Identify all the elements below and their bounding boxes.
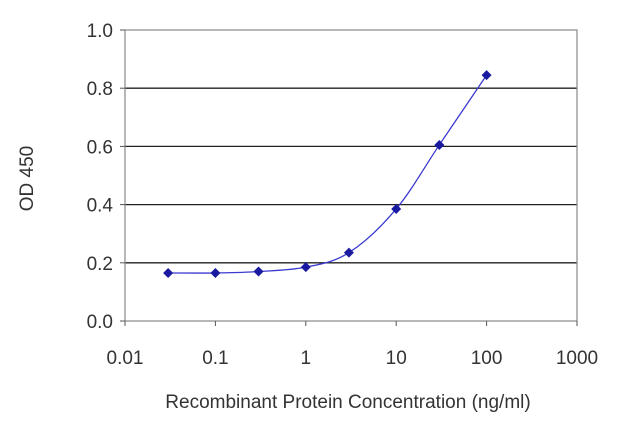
y-tick-label: 0.0 bbox=[87, 312, 113, 333]
x-axis-title: Recombinant Protein Concentration (ng/ml… bbox=[165, 392, 530, 413]
x-tick-label: 0.1 bbox=[202, 348, 228, 369]
data-point bbox=[210, 267, 221, 278]
data-point bbox=[391, 203, 402, 214]
y-tick-label: 0.2 bbox=[87, 254, 113, 275]
data-points bbox=[163, 70, 492, 278]
y-tick-label: 1.0 bbox=[87, 21, 113, 42]
y-axis-title: OD 450 bbox=[17, 146, 38, 211]
data-point bbox=[481, 70, 492, 81]
y-tick-label: 0.8 bbox=[87, 79, 113, 100]
x-axis: 0.01 0.1 1 10 100 1000 bbox=[107, 321, 598, 369]
plot-area-frame bbox=[124, 29, 578, 322]
y-tick-label: 0.4 bbox=[87, 196, 114, 217]
x-tick-label: 0.01 bbox=[107, 348, 144, 369]
x-tick-label: 10 bbox=[386, 348, 407, 369]
data-point bbox=[163, 267, 174, 278]
y-axis: 0.0 0.2 0.4 0.6 0.8 1.0 bbox=[87, 21, 125, 333]
series-curve bbox=[168, 74, 488, 274]
x-tick-label: 1 bbox=[301, 348, 312, 369]
data-point bbox=[434, 139, 445, 150]
grid-lines bbox=[125, 87, 577, 264]
data-point bbox=[300, 262, 311, 273]
data-point bbox=[253, 266, 264, 277]
x-tick-label: 100 bbox=[471, 348, 503, 369]
x-tick-label: 1000 bbox=[556, 348, 598, 369]
data-point bbox=[343, 247, 354, 258]
y-tick-label: 0.6 bbox=[87, 137, 113, 158]
